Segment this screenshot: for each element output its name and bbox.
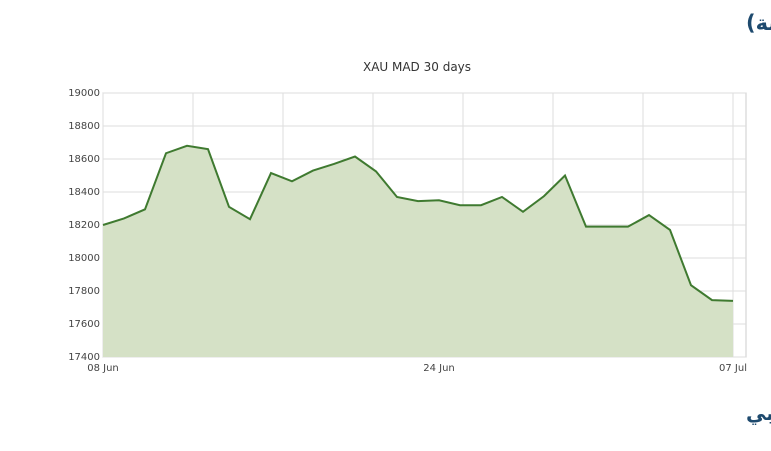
area-fill xyxy=(103,145,733,357)
x-tick-label: 07 Jul xyxy=(719,363,747,374)
y-tick-label: 18600 xyxy=(68,154,100,165)
y-tick-label: 17800 xyxy=(68,286,100,297)
x-tick-label: 08 Jun xyxy=(87,363,119,374)
line xyxy=(102,144,734,302)
y-tick-label: 18400 xyxy=(68,187,100,198)
y-tick-label: 18800 xyxy=(68,121,100,132)
page-caption: أسعار الذهب في المغرب في يوليو 2022 بالد… xyxy=(746,399,771,426)
page-title: شارت أسعار الذهب في المغرب (درهم مغربي/أ… xyxy=(746,8,771,35)
x-tick-label: 24 Jun xyxy=(423,363,455,374)
y-tick-label: 18000 xyxy=(68,253,100,264)
y-tick-label: 17400 xyxy=(68,352,100,363)
y-tick-label: 18200 xyxy=(68,220,100,231)
y-tick-label: 19000 xyxy=(68,88,100,99)
y-tick-label: 17600 xyxy=(68,319,100,330)
chart-title: XAU MAD 30 days xyxy=(363,60,471,74)
